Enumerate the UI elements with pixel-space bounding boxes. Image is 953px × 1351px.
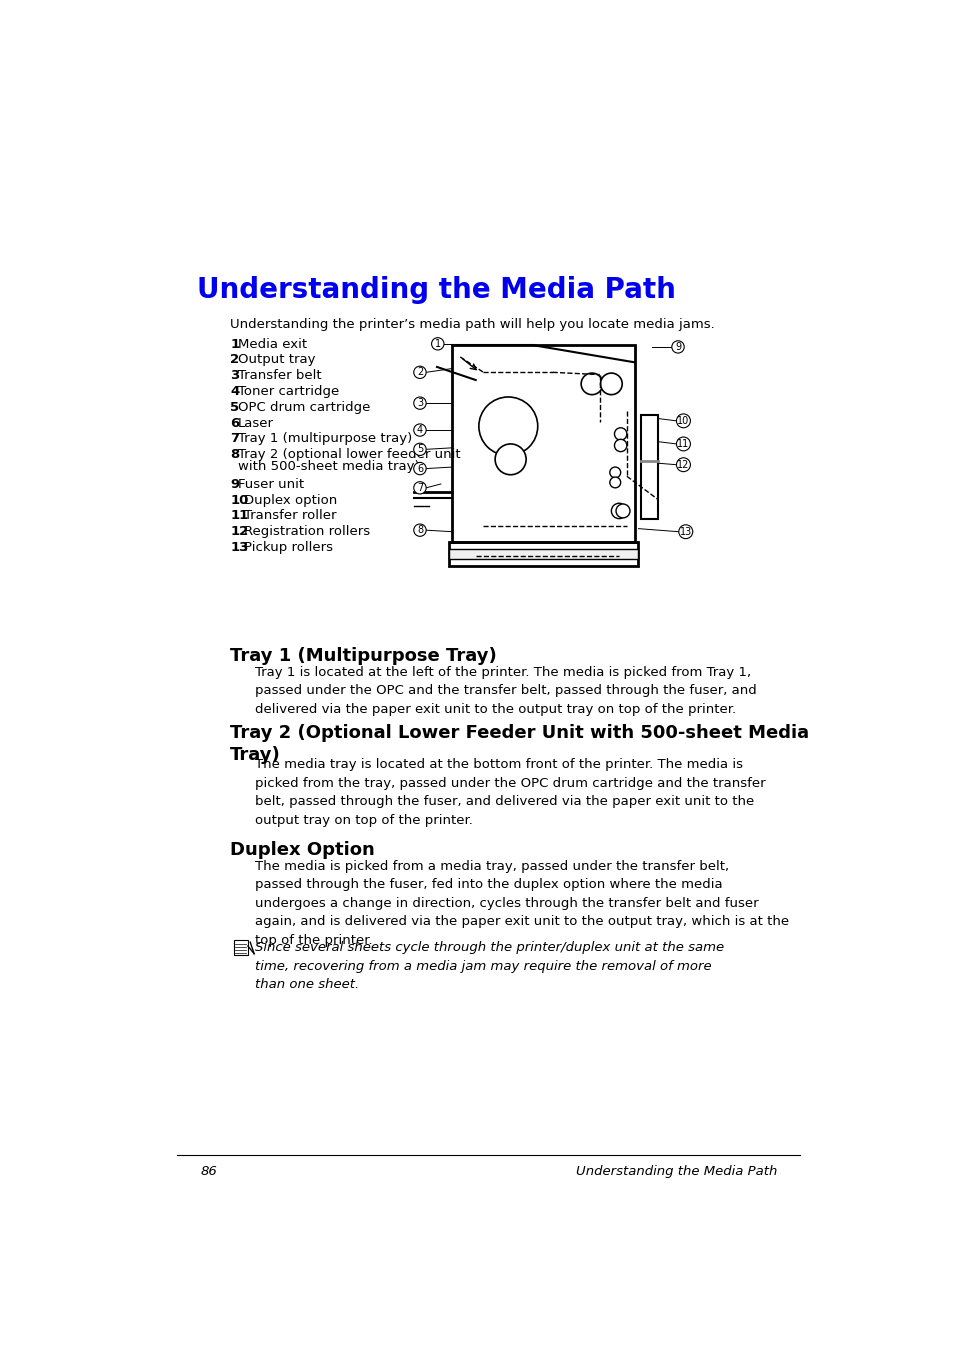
Bar — [448, 550, 638, 559]
Text: The media tray is located at the bottom front of the printer. The media is
picke: The media tray is located at the bottom … — [254, 758, 764, 827]
Text: Transfer belt: Transfer belt — [237, 369, 321, 382]
Circle shape — [676, 458, 690, 471]
Text: Toner cartridge: Toner cartridge — [237, 385, 338, 399]
Text: Duplex option: Duplex option — [244, 493, 337, 507]
Text: 86: 86 — [200, 1166, 217, 1178]
Circle shape — [414, 462, 426, 474]
Text: 4: 4 — [230, 385, 239, 399]
Text: 7: 7 — [416, 482, 422, 493]
Circle shape — [614, 439, 626, 451]
Circle shape — [414, 482, 426, 494]
Circle shape — [414, 424, 426, 436]
Circle shape — [614, 428, 626, 440]
Text: 12: 12 — [230, 526, 248, 538]
Text: Tray 2 (Optional Lower Feeder Unit with 500-sheet Media
Tray): Tray 2 (Optional Lower Feeder Unit with … — [230, 724, 808, 765]
Text: 4: 4 — [416, 426, 422, 435]
Text: The media is picked from a media tray, passed under the transfer belt,
passed th: The media is picked from a media tray, p… — [254, 859, 788, 947]
Text: 8: 8 — [416, 526, 422, 535]
Circle shape — [414, 524, 426, 536]
Text: 3: 3 — [416, 399, 422, 408]
Circle shape — [495, 444, 525, 474]
Text: 1: 1 — [230, 338, 239, 351]
Bar — [448, 542, 638, 566]
Bar — [640, 415, 658, 519]
Text: Media exit: Media exit — [237, 338, 307, 351]
Text: Understanding the Media Path: Understanding the Media Path — [576, 1166, 777, 1178]
Circle shape — [599, 373, 621, 394]
Text: OPC drum cartridge: OPC drum cartridge — [237, 401, 370, 413]
Text: 2: 2 — [230, 354, 239, 366]
Circle shape — [414, 397, 426, 409]
Text: Tray 1 is located at the left of the printer. The media is picked from Tray 1,
p: Tray 1 is located at the left of the pri… — [254, 666, 756, 716]
Text: 9: 9 — [230, 478, 239, 490]
Text: Pickup rollers: Pickup rollers — [244, 540, 333, 554]
Text: 9: 9 — [675, 342, 680, 351]
Text: 5: 5 — [230, 401, 239, 413]
Circle shape — [609, 477, 620, 488]
Text: 8: 8 — [230, 449, 239, 461]
Text: 7: 7 — [230, 432, 239, 446]
Text: 5: 5 — [416, 444, 422, 454]
Bar — [233, 940, 248, 955]
Circle shape — [478, 397, 537, 455]
Circle shape — [414, 443, 426, 455]
Text: 11: 11 — [677, 439, 689, 449]
Text: 2: 2 — [416, 367, 422, 377]
Text: 10: 10 — [677, 416, 689, 426]
Text: 13: 13 — [679, 527, 691, 536]
Text: with 500-sheet media tray): with 500-sheet media tray) — [237, 459, 419, 473]
Text: Since several sheets cycle through the printer/duplex unit at the same
time, rec: Since several sheets cycle through the p… — [254, 942, 723, 992]
Text: Fuser unit: Fuser unit — [237, 478, 304, 490]
Circle shape — [679, 524, 692, 539]
Text: 10: 10 — [230, 493, 248, 507]
Text: 12: 12 — [677, 459, 689, 470]
Circle shape — [676, 413, 690, 428]
Text: Output tray: Output tray — [237, 354, 315, 366]
Circle shape — [671, 340, 683, 353]
Text: 3: 3 — [230, 369, 239, 382]
Circle shape — [616, 504, 629, 517]
Text: 11: 11 — [230, 509, 248, 523]
Text: 6: 6 — [230, 416, 239, 430]
Bar — [452, 346, 634, 542]
Circle shape — [431, 338, 443, 350]
Text: Understanding the printer’s media path will help you locate media jams.: Understanding the printer’s media path w… — [230, 317, 714, 331]
Text: 13: 13 — [230, 540, 248, 554]
Text: Transfer roller: Transfer roller — [244, 509, 336, 523]
Text: Understanding the Media Path: Understanding the Media Path — [196, 276, 675, 304]
Circle shape — [611, 503, 626, 519]
Circle shape — [414, 366, 426, 378]
Text: 1: 1 — [435, 339, 440, 349]
Circle shape — [609, 467, 620, 478]
Circle shape — [580, 373, 602, 394]
Text: Tray 1 (Multipurpose Tray): Tray 1 (Multipurpose Tray) — [230, 647, 497, 665]
Text: 6: 6 — [416, 463, 422, 474]
Text: Laser: Laser — [237, 416, 274, 430]
Text: Duplex Option: Duplex Option — [230, 842, 375, 859]
Text: Tray 1 (multipurpose tray): Tray 1 (multipurpose tray) — [237, 432, 412, 446]
Text: Tray 2 (optional lower feeder unit: Tray 2 (optional lower feeder unit — [237, 449, 460, 461]
Text: Registration rollers: Registration rollers — [244, 526, 370, 538]
Circle shape — [676, 436, 690, 451]
